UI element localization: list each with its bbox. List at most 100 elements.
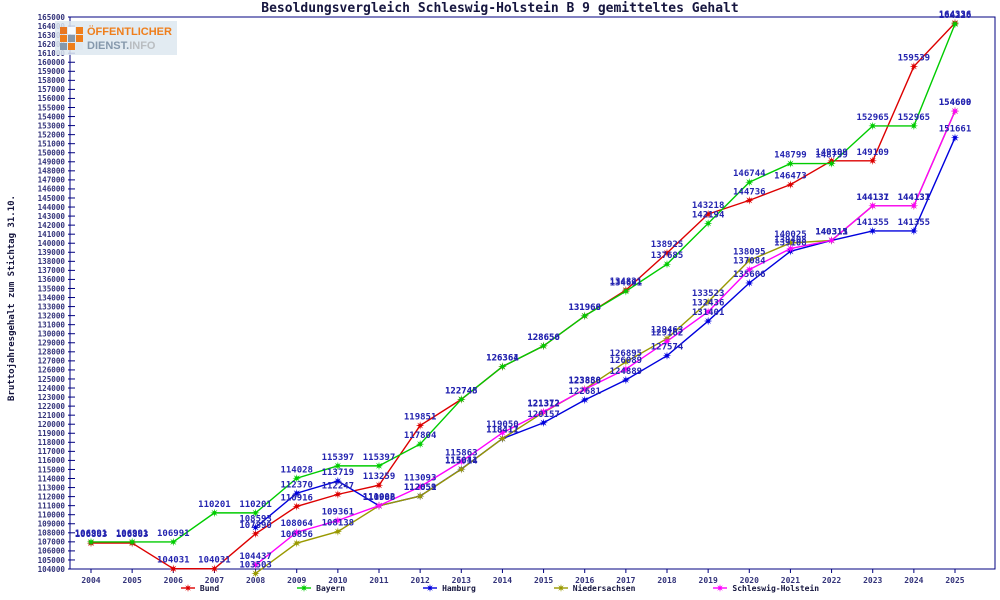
data-point-label: 106991	[157, 529, 190, 539]
data-point-marker-bayern	[210, 508, 219, 518]
data-point-label: 134691	[610, 278, 643, 288]
legend-marker-icon	[713, 584, 728, 592]
data-point-label: 107890	[239, 521, 272, 531]
data-point-label: 112370	[280, 480, 313, 490]
data-point-marker-schleswig-holstein	[868, 201, 877, 210]
logo-square	[60, 42, 67, 50]
data-point-marker-schleswig-holstein	[292, 528, 301, 537]
data-point-label: 112059	[404, 483, 437, 493]
legend-item-schleswig-holstein: Schleswig-Holstein	[713, 583, 819, 593]
x-tick-label: 2005	[123, 576, 142, 585]
logo-square	[60, 34, 67, 42]
data-point-label: 126089	[610, 356, 643, 366]
data-point-label: 110201	[198, 500, 231, 510]
data-point-marker-hamburg	[251, 523, 260, 532]
watermark-logo: ÖFFENTLICHER DIENST.INFO	[55, 21, 177, 55]
data-point-marker-schleswig-holstein	[374, 501, 384, 510]
data-point-marker-hamburg	[745, 278, 754, 288]
y-tick-label: 136000	[38, 275, 66, 284]
data-point-label: 123880	[568, 376, 601, 386]
data-point-marker-bund	[251, 529, 260, 538]
data-point-marker-bund	[374, 481, 384, 490]
data-point-label: 106863	[75, 530, 108, 540]
data-point-label: 164226	[939, 11, 972, 21]
data-point-marker-schleswig-holstein	[909, 201, 919, 210]
y-tick-label: 120000	[38, 420, 66, 429]
data-point-label: 144137	[856, 193, 889, 203]
y-tick-label: 127000	[38, 357, 66, 366]
x-tick-label: 2009	[287, 576, 306, 585]
data-point-marker-bayern	[498, 362, 507, 371]
series-line-bayern	[91, 23, 956, 543]
y-tick-label: 113000	[38, 483, 66, 492]
data-point-marker-hamburg	[621, 375, 631, 385]
data-point-marker-bayern	[868, 121, 877, 131]
data-point-label: 148799	[774, 151, 807, 161]
data-point-label: 106991	[116, 529, 149, 539]
data-point-marker-niedersachsen	[703, 297, 713, 306]
data-point-label: 133523	[692, 289, 725, 299]
logo-text-line2a: DIENST.	[87, 40, 130, 52]
legend-item-bayern: Bayern	[297, 583, 345, 593]
legend-item-niedersachsen: Niedersachsen	[553, 583, 635, 593]
data-point-marker-niedersachsen	[745, 256, 754, 265]
legend-marker-icon	[180, 584, 195, 592]
data-point-label: 140311	[815, 227, 848, 237]
data-point-label: 146473	[774, 172, 807, 182]
data-point-marker-bund	[909, 62, 919, 71]
y-tick-label: 165000	[38, 13, 66, 22]
data-point-marker-bund	[169, 564, 178, 573]
data-point-marker-niedersachsen	[621, 357, 631, 366]
data-point-marker-schleswig-holstein	[457, 457, 466, 466]
x-tick-label: 2014	[493, 576, 512, 585]
legend-label: Bayern	[316, 583, 346, 593]
data-point-label: 132436	[692, 299, 725, 309]
y-tick-label: 121000	[38, 411, 66, 420]
data-point-marker-bund	[210, 564, 219, 573]
data-point-label: 109361	[322, 507, 355, 517]
y-tick-label: 157000	[38, 85, 66, 94]
y-tick-label: 154000	[38, 112, 66, 121]
series-line-hamburg	[255, 137, 956, 528]
y-tick-label: 139000	[38, 248, 66, 257]
data-point-label: 129463	[651, 326, 684, 336]
data-point-label: 149109	[856, 148, 889, 158]
y-tick-label: 125000	[38, 375, 66, 384]
y-tick-label: 126000	[38, 366, 66, 375]
data-point-marker-niedersachsen	[498, 434, 507, 443]
x-tick-label: 2013	[452, 576, 471, 585]
y-tick-label: 146000	[38, 185, 66, 194]
data-point-label: 112051	[404, 483, 437, 493]
data-point-label: 112247	[322, 481, 355, 491]
data-point-label: 154600	[939, 98, 972, 108]
data-point-label: 152965	[856, 113, 889, 123]
data-point-label: 137685	[651, 251, 684, 261]
logo-square	[68, 26, 75, 34]
series-line-niedersachsen	[255, 110, 956, 575]
data-point-marker-bayern	[333, 461, 343, 471]
data-point-marker-bund	[662, 248, 672, 258]
data-point-marker-hamburg	[950, 133, 960, 142]
y-tick-label: 131000	[38, 320, 66, 329]
data-point-marker-bayern	[169, 537, 178, 547]
data-point-marker-bayern	[580, 311, 589, 321]
x-tick-label: 2016	[575, 576, 594, 585]
data-point-label: 103503	[239, 560, 272, 570]
data-point-marker-bund	[333, 490, 343, 499]
data-point-marker-hamburg	[868, 226, 877, 236]
data-point-label: 149109	[815, 148, 848, 158]
data-point-label: 141355	[898, 218, 931, 228]
y-tick-label: 105000	[38, 556, 66, 565]
data-point-marker-hamburg	[333, 476, 343, 486]
x-tick-label: 2010	[328, 576, 347, 585]
data-point-marker-bayern	[374, 461, 384, 471]
y-tick-label: 147000	[38, 176, 66, 185]
y-tick-label: 141000	[38, 230, 66, 239]
data-point-marker-schleswig-holstein	[786, 244, 795, 253]
x-tick-label: 2011	[369, 576, 388, 585]
series-line-bund	[91, 22, 956, 570]
data-point-label: 143218	[692, 201, 725, 211]
data-point-marker-schleswig-holstein	[415, 482, 425, 491]
x-tick-label: 2019	[699, 576, 718, 585]
